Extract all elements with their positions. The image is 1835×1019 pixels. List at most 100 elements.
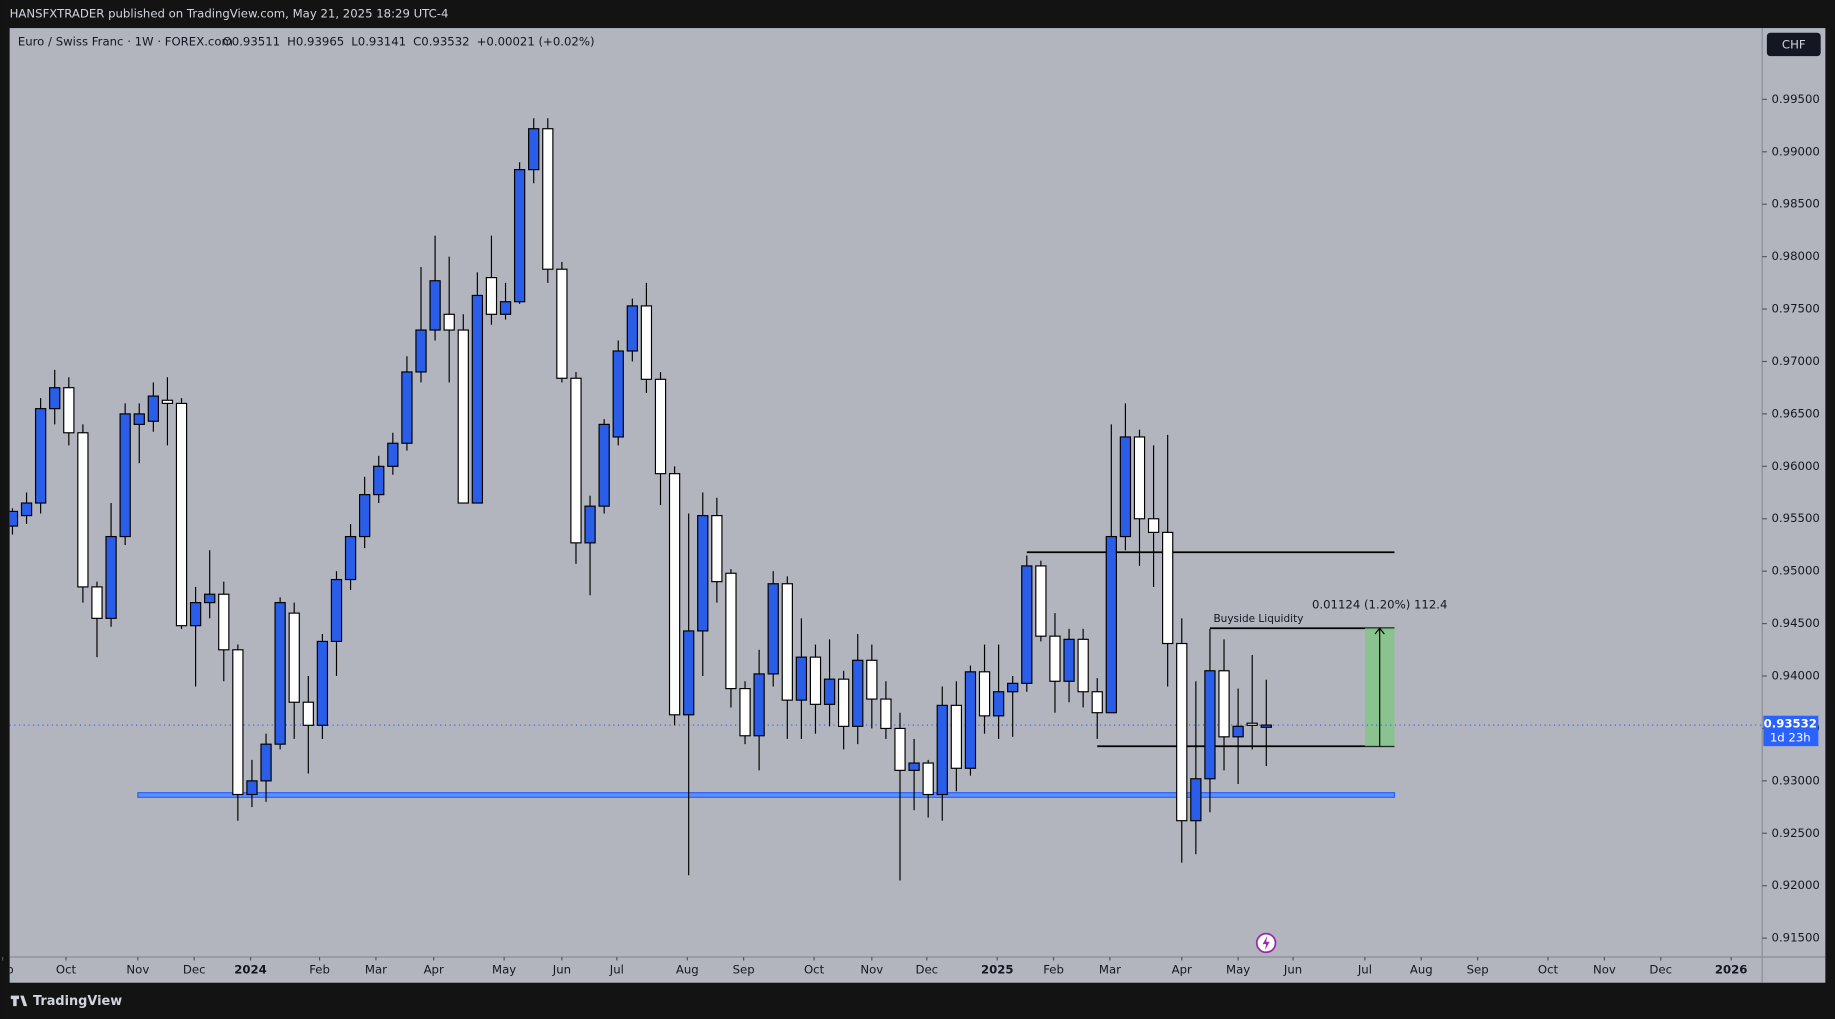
candle-body (260, 743, 272, 782)
candle-body (570, 377, 582, 544)
candle-body (612, 350, 624, 438)
candle-body (556, 268, 568, 379)
x-tick-label: Feb (1043, 962, 1064, 976)
candle-body (49, 387, 61, 410)
published-by: HANSFXTRADER published on TradingView.co… (10, 7, 449, 21)
x-tick-label: Jun (552, 962, 571, 976)
x-tick-label: Jul (1357, 962, 1372, 976)
y-tick-label: 0.98000 (1772, 249, 1820, 263)
candle-body (499, 301, 512, 315)
candle-body (457, 329, 469, 504)
candle-body (63, 387, 75, 434)
candle-body (894, 727, 906, 771)
candle-body (161, 399, 174, 405)
brand-logo (10, 995, 28, 1007)
candle-body (34, 408, 47, 504)
x-tick-label: Feb (309, 962, 330, 976)
candle-body (936, 704, 948, 796)
level-label: Buyside Liquidity (1213, 613, 1303, 625)
candle-body (598, 423, 610, 507)
candle-body (485, 277, 498, 315)
currency-box (1766, 32, 1821, 57)
candle-body (668, 473, 681, 716)
x-tick-label: Oct (804, 962, 825, 976)
candle-body (105, 535, 117, 619)
candle-body (880, 698, 892, 730)
candle-body (288, 612, 300, 703)
x-tick-label: 2024 (234, 962, 267, 976)
x-tick-label: 2026 (1715, 962, 1748, 976)
candle-body (725, 572, 737, 690)
candle-body (1021, 565, 1033, 684)
candle-body (429, 280, 441, 331)
candle-body (204, 593, 216, 604)
x-tick-label: 2025 (981, 962, 1014, 976)
candle-body (189, 602, 202, 627)
y-tick-label: 0.99000 (1772, 144, 1820, 158)
y-tick-label: 0.92500 (1772, 826, 1820, 840)
y-tick-label: 0.96500 (1772, 406, 1820, 420)
last-price-tag (1763, 715, 1819, 747)
candle-body (739, 688, 751, 737)
candle-body (1246, 722, 1258, 726)
candle-body (1147, 518, 1160, 533)
candle-body (513, 169, 526, 303)
x-tick-label: Sep (1467, 962, 1489, 976)
y-tick-label: 0.97500 (1772, 302, 1820, 316)
candle-body (1035, 565, 1047, 637)
x-tick-label: Oct (1538, 962, 1559, 976)
legend-low: L0.93141 (351, 35, 406, 49)
x-tick-label: Nov (126, 962, 149, 976)
y-tick-label: 0.91500 (1772, 931, 1820, 945)
candle-body (1077, 638, 1089, 693)
y-tick-label: 0.98500 (1772, 197, 1820, 211)
candle-body (1218, 670, 1230, 738)
x-tick-label: Sep (733, 962, 755, 976)
countdown: 1d 23h (1770, 730, 1811, 744)
candle-body (837, 678, 850, 727)
candle-body (767, 583, 779, 675)
candle-body (823, 678, 836, 705)
candle-body (91, 586, 103, 619)
y-tick-label: 0.93000 (1772, 773, 1820, 787)
candle-body (795, 656, 808, 701)
x-tick-label: May (492, 962, 516, 976)
x-tick-label: Sep (0, 962, 14, 976)
candle-body (1176, 642, 1188, 822)
candle-body (1063, 638, 1075, 682)
currency: CHF (1782, 38, 1806, 52)
candle-body (1105, 535, 1117, 714)
candle-body (443, 313, 455, 331)
y-tick-label: 0.96000 (1772, 459, 1820, 473)
candle-body (1204, 670, 1216, 780)
candle-body (175, 402, 188, 627)
candle-body (119, 413, 131, 538)
candle-body (654, 378, 667, 475)
candle-body (471, 294, 484, 504)
candle-body (232, 649, 244, 796)
candle-body (1162, 531, 1174, 645)
candle-body (344, 535, 357, 581)
candle-body (584, 505, 596, 544)
x-tick-label: Mar (1099, 962, 1121, 976)
candle-body (1260, 724, 1272, 728)
candle-body (542, 128, 554, 270)
zone (137, 792, 1396, 798)
legend-high: H0.93965 (287, 35, 344, 49)
y-tick-label: 0.94000 (1772, 669, 1820, 683)
candle-body (147, 395, 159, 422)
candle-body (683, 630, 695, 716)
x-tick-label: Dec (183, 962, 206, 976)
candle-body (528, 128, 540, 171)
candle-body (908, 762, 920, 771)
candle-body (373, 465, 385, 496)
candle-body (1232, 725, 1244, 738)
measure-label: 0.01124 (1.20%) 112.4 (1312, 597, 1447, 611)
legend-open: O0.93511 (223, 35, 281, 49)
candle-body (330, 578, 343, 642)
candle-body (1133, 436, 1146, 520)
candle-body (77, 432, 89, 588)
candle-body (950, 704, 963, 769)
x-tick-label: Jun (1283, 962, 1302, 976)
x-tick-label: May (1226, 962, 1250, 976)
